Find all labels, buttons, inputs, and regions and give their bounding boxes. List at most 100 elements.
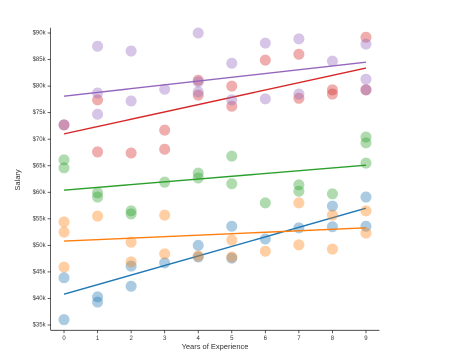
point xyxy=(192,167,204,179)
y-tick-label: $50k xyxy=(33,243,47,249)
trend-line xyxy=(63,67,367,135)
y-axis-title: Salary xyxy=(13,169,22,191)
point xyxy=(125,45,137,57)
x-tick-label: 1 xyxy=(96,336,100,342)
point xyxy=(125,236,137,248)
point xyxy=(192,76,204,88)
point xyxy=(92,40,104,52)
point xyxy=(326,221,338,233)
y-tick-label: $85k xyxy=(33,57,47,63)
point xyxy=(125,260,137,272)
point xyxy=(125,205,137,217)
point xyxy=(58,154,70,166)
trend-line xyxy=(63,207,367,295)
point xyxy=(159,248,171,260)
y-tick-label: $35k xyxy=(33,323,47,329)
point xyxy=(226,100,238,112)
point xyxy=(58,162,70,174)
point xyxy=(92,108,104,120)
point xyxy=(58,119,70,131)
point xyxy=(226,178,238,190)
point xyxy=(360,205,372,217)
x-tick-label: 9 xyxy=(364,336,368,342)
y-tick-label: $80k xyxy=(33,84,47,90)
point xyxy=(125,280,137,292)
point xyxy=(326,200,338,212)
point xyxy=(192,86,204,98)
point xyxy=(293,179,305,191)
point xyxy=(360,31,372,43)
point xyxy=(293,185,305,197)
x-tick-label: 4 xyxy=(197,336,201,342)
trend-line xyxy=(63,227,367,242)
point xyxy=(58,261,70,273)
point xyxy=(226,220,238,232)
point xyxy=(226,252,238,264)
point xyxy=(326,84,338,96)
point xyxy=(125,256,137,268)
point xyxy=(192,250,204,262)
point xyxy=(360,84,372,96)
point xyxy=(92,210,104,222)
point xyxy=(159,209,171,221)
y-tick-label: $55k xyxy=(33,216,47,222)
x-axis-title: Years of Experience xyxy=(182,342,249,351)
y-tick-label: $65k xyxy=(33,163,47,169)
x-tick-label: 3 xyxy=(163,336,167,342)
point xyxy=(125,208,137,220)
point xyxy=(259,245,271,257)
y-tick-label: $40k xyxy=(33,296,47,302)
point xyxy=(226,57,238,69)
x-tick-label: 0 xyxy=(62,336,66,342)
x-tick-label: 6 xyxy=(264,336,268,342)
point xyxy=(226,94,238,106)
point xyxy=(92,146,104,158)
point xyxy=(259,197,271,209)
point xyxy=(58,314,70,326)
point xyxy=(192,27,204,39)
point xyxy=(192,172,204,184)
point xyxy=(293,239,305,251)
point xyxy=(293,92,305,104)
x-tick-label: 7 xyxy=(297,336,301,342)
point xyxy=(159,143,171,155)
point xyxy=(293,88,305,100)
point xyxy=(192,74,204,86)
point xyxy=(360,137,372,149)
point xyxy=(192,251,204,263)
y-tick-label: $70k xyxy=(33,137,47,143)
point xyxy=(226,150,238,162)
point xyxy=(259,54,271,66)
point xyxy=(326,88,338,100)
point xyxy=(92,94,104,106)
point xyxy=(92,187,104,199)
point xyxy=(92,296,104,308)
point xyxy=(293,33,305,45)
point xyxy=(192,239,204,251)
point xyxy=(226,234,238,246)
point xyxy=(360,191,372,203)
point xyxy=(226,80,238,92)
point xyxy=(360,227,372,239)
y-tick-label: $45k xyxy=(33,269,47,275)
point xyxy=(360,84,372,96)
point xyxy=(360,73,372,85)
point xyxy=(58,272,70,284)
trend-line xyxy=(63,164,367,191)
point xyxy=(360,38,372,50)
point xyxy=(326,209,338,221)
point xyxy=(159,124,171,136)
point xyxy=(326,188,338,200)
x-tick-label: 5 xyxy=(230,336,234,342)
trend-line xyxy=(63,61,367,97)
point xyxy=(326,55,338,67)
point xyxy=(58,119,70,131)
x-tick-label: 2 xyxy=(129,336,133,342)
point xyxy=(259,37,271,49)
y-tick-label: $90k xyxy=(33,31,47,37)
point xyxy=(159,83,171,95)
point xyxy=(92,291,104,303)
point xyxy=(360,157,372,169)
point xyxy=(293,197,305,209)
